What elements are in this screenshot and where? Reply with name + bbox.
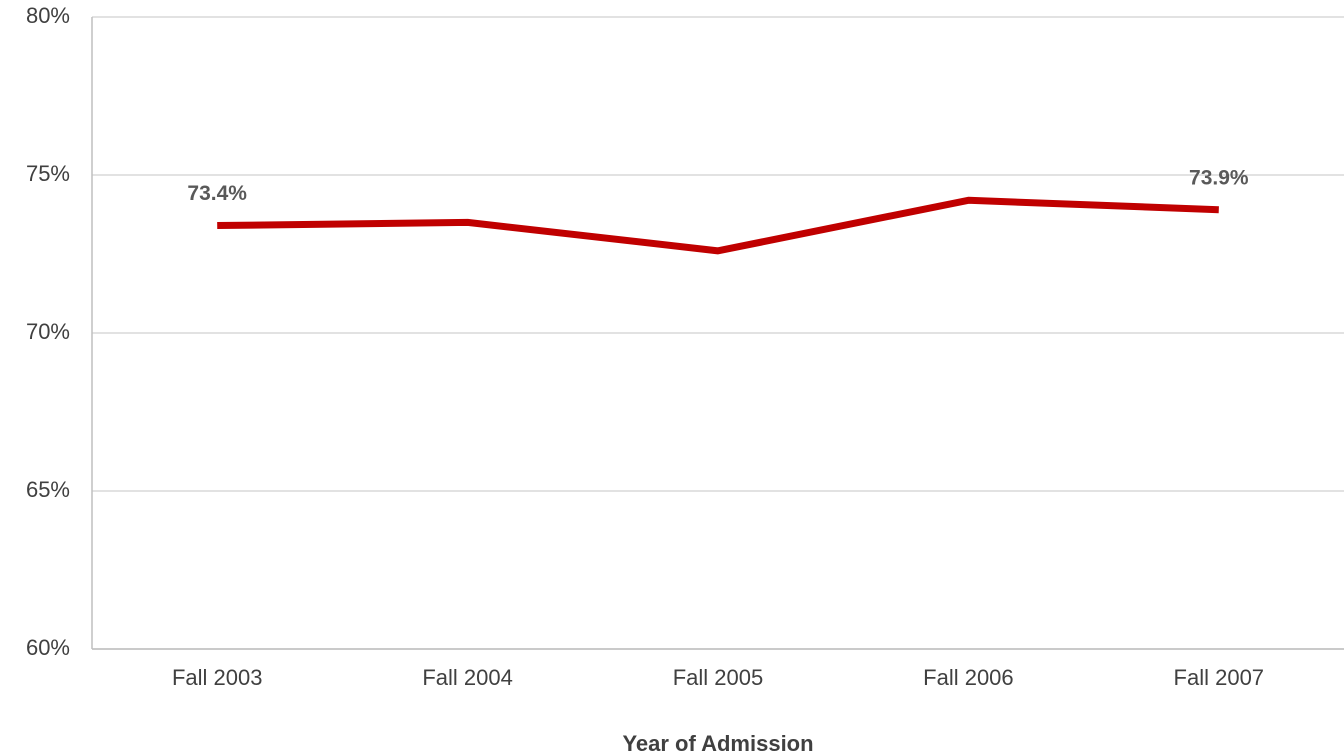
data-label: 73.9% [1189, 166, 1249, 189]
y-tick-label: 75% [26, 161, 70, 186]
x-tick-label: Fall 2005 [673, 665, 764, 690]
x-axis-title: Year of Admission [622, 731, 813, 756]
x-tick-label: Fall 2006 [923, 665, 1014, 690]
line [217, 196, 1219, 255]
x-tick-label: Fall 2007 [1174, 665, 1265, 690]
x-tick-label: Fall 2003 [172, 665, 263, 690]
x-tick-label: Fall 2004 [422, 665, 513, 690]
data-label: 73.4% [187, 182, 247, 205]
y-tick-label: 70% [26, 319, 70, 344]
y-tick-label: 60% [26, 635, 70, 660]
y-tick-label: 80% [26, 3, 70, 28]
y-tick-label: 65% [26, 477, 70, 502]
